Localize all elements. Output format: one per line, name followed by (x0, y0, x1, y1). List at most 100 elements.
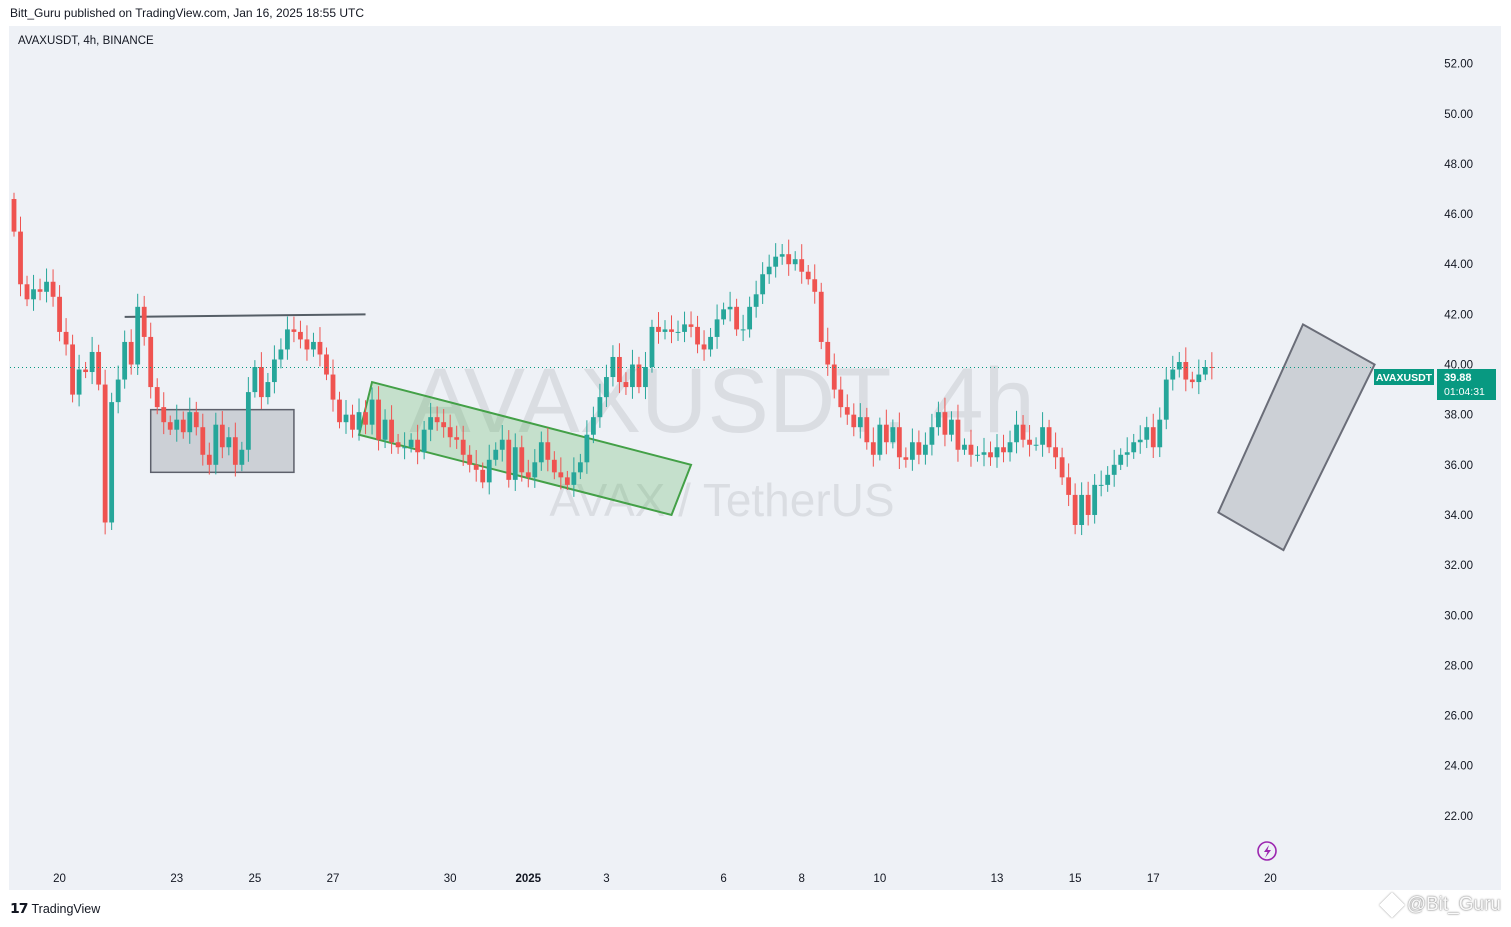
candle (232, 422, 238, 477)
candle-body (258, 367, 264, 398)
candle-body (376, 399, 381, 440)
candle-body (298, 331, 303, 340)
candle-body (278, 349, 284, 360)
candle (701, 330, 707, 361)
lightning-icon[interactable] (1257, 841, 1277, 861)
candle-body (831, 364, 837, 390)
candle (206, 442, 212, 475)
candle-body (1144, 427, 1150, 440)
candle-body (942, 412, 948, 435)
candle-body (161, 407, 167, 423)
candle-body (1092, 484, 1098, 515)
candle (740, 314, 746, 342)
candle-body (779, 254, 785, 257)
candle-body (89, 351, 95, 373)
candle-body (1157, 419, 1163, 448)
candle (936, 401, 941, 436)
candle-body (766, 266, 772, 275)
candle (584, 420, 590, 474)
candle (577, 453, 583, 480)
candle (1105, 466, 1111, 492)
candle (70, 334, 75, 403)
candle-body (682, 324, 687, 332)
candle-body (1170, 369, 1176, 380)
candle-body (96, 351, 102, 385)
candle-body (330, 374, 336, 400)
candle (447, 414, 453, 448)
candle (356, 398, 362, 441)
candle-body (148, 336, 154, 388)
candle (1131, 433, 1137, 459)
candle (675, 320, 681, 341)
candle (890, 419, 896, 449)
candle (200, 413, 206, 466)
y-tick-label: 32.00 (1444, 560, 1473, 572)
candle (994, 434, 1000, 468)
candle (851, 403, 857, 437)
candle (1053, 432, 1058, 470)
candle (799, 244, 805, 284)
time-axis[interactable]: 20 23 25 27 30 2025 3 6 8 10 13 15 17 20 (53, 873, 1277, 885)
x-tick-label: 30 (444, 873, 457, 885)
candle (454, 425, 460, 449)
candle (1150, 413, 1156, 458)
candle-body (519, 447, 525, 473)
candle-body (272, 359, 277, 383)
candle (734, 298, 740, 336)
candle (506, 430, 512, 488)
candle-body (428, 417, 434, 430)
candle (1144, 416, 1150, 449)
candle-body (37, 289, 43, 292)
candle-body (825, 341, 831, 365)
candle-body (962, 444, 967, 450)
candle-body (1105, 474, 1111, 485)
candle (805, 264, 811, 285)
candle (89, 336, 95, 385)
candle-body (317, 341, 323, 355)
candle (708, 327, 713, 357)
candle-body (701, 344, 707, 350)
candle-body (753, 294, 759, 307)
candle (1007, 430, 1013, 462)
candle (773, 243, 779, 278)
x-tick-label: 17 (1147, 873, 1160, 885)
candle-body (1098, 484, 1104, 486)
y-tick-label: 44.00 (1444, 259, 1473, 271)
chart-area[interactable] (9, 26, 1501, 890)
candle-body (890, 427, 896, 443)
candle-body (291, 329, 297, 332)
candle (193, 401, 199, 436)
candle-body (929, 427, 935, 445)
x-tick-label: 8 (799, 873, 805, 885)
candle-body (649, 326, 655, 368)
candle (1118, 448, 1124, 471)
price-axis[interactable]: 22.00 24.00 26.00 28.00 30.00 32.00 34.00 36.00… (1444, 59, 1473, 823)
tradingview-logo[interactable]: 𝟭𝟳 TradingView (10, 900, 100, 917)
candle-body (239, 449, 245, 465)
candle-body (1001, 447, 1006, 453)
tradingview-logo-icon: 𝟭𝟳 (10, 900, 29, 916)
candle (617, 343, 622, 394)
candle (1183, 347, 1189, 392)
candle (1189, 371, 1195, 389)
candle-body (792, 259, 798, 265)
candle (532, 449, 538, 488)
candle (525, 459, 531, 488)
y-tick-label: 42.00 (1444, 309, 1473, 321)
candle-body (486, 459, 492, 483)
candle-body (141, 306, 147, 337)
x-tick-label: 13 (991, 873, 1004, 885)
candle (545, 427, 551, 472)
candle (226, 427, 232, 456)
candle-body (708, 336, 713, 350)
candle-body (590, 417, 596, 435)
candle (1111, 449, 1117, 487)
candle-body (981, 452, 987, 455)
candle-body (721, 309, 726, 320)
candle (1137, 425, 1143, 454)
candle (278, 338, 284, 369)
candle (1014, 410, 1019, 454)
candle (122, 330, 128, 389)
candle-body (968, 444, 974, 455)
